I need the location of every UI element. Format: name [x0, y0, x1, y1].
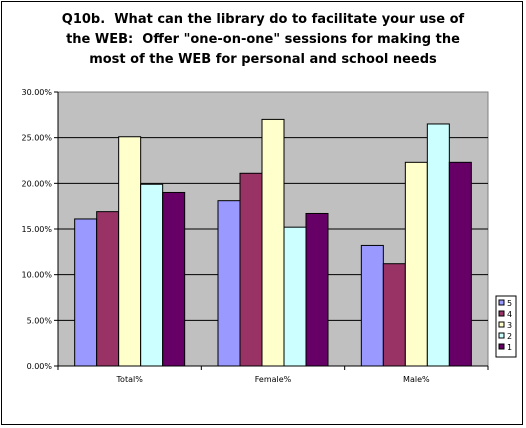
bar-male-series-5 — [360, 244, 384, 367]
bar-female-series-2 — [283, 226, 307, 367]
bar-male-series-3 — [404, 161, 428, 367]
legend-label-1: 1 — [507, 343, 512, 352]
legend-swatch-4 — [498, 310, 505, 317]
legend-label-3: 3 — [507, 321, 512, 330]
chart-title: Q10b. What can the library do to facilit… — [0, 10, 526, 70]
bar-female-series-1 — [305, 212, 329, 367]
y-tick-label: 15.00% — [21, 225, 52, 234]
bar-male-series-1 — [448, 161, 472, 367]
x-tick-label: Female% — [255, 375, 292, 384]
y-tick-label: 10.00% — [21, 271, 52, 280]
y-tick-label: 25.00% — [21, 134, 52, 143]
bar-female-series-3 — [261, 118, 285, 367]
legend-label-5: 5 — [507, 299, 512, 308]
chart-title-line-2: the WEB: Offer "one-on-one" sessions for… — [66, 32, 460, 47]
x-tick-label: Total% — [116, 375, 144, 384]
legend-swatch-5 — [498, 299, 505, 306]
legend-swatch-3 — [498, 321, 505, 328]
bar-female-series-4 — [239, 172, 263, 367]
y-tick-label: 5.00% — [27, 316, 53, 325]
legend-label-4: 4 — [507, 310, 512, 319]
bar-total-series-4 — [96, 211, 120, 367]
bar-total-series-1 — [162, 191, 186, 367]
y-tick-label: 30.00% — [21, 88, 52, 97]
bar-male-series-2 — [426, 123, 450, 367]
chart-title-line-1: Q10b. What can the library do to facilit… — [61, 12, 465, 27]
chart-title-line-3: most of the WEB for personal and school … — [89, 52, 437, 67]
legend-label-2: 2 — [507, 332, 512, 341]
bar-total-series-3 — [118, 136, 142, 367]
legend-swatch-1 — [498, 343, 505, 350]
bar-total-series-5 — [74, 218, 98, 367]
y-tick-label: 20.00% — [21, 179, 52, 188]
x-tick-label: Male% — [403, 375, 430, 384]
bar-total-series-2 — [140, 183, 164, 367]
bar-female-series-5 — [217, 200, 241, 367]
bar-male-series-4 — [382, 263, 406, 367]
y-tick-label: 0.00% — [27, 362, 53, 371]
legend-swatch-2 — [498, 332, 505, 339]
